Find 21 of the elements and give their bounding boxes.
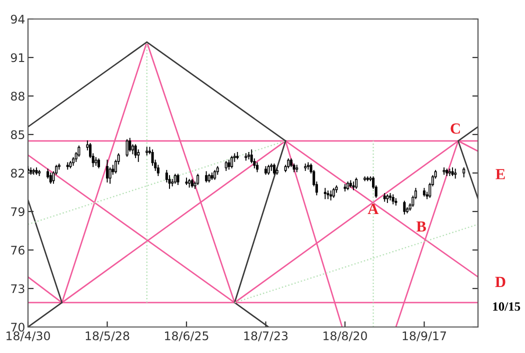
annotation: A [368,204,379,214]
y-tick-label: 88 [11,92,24,101]
x-tick-label: 18/4/30 [6,331,50,342]
x-tick-label: 18/6/25 [165,331,208,342]
text: 10/15 [493,302,520,311]
text: E [496,169,505,180]
x-tick-label: 18/8/20 [324,331,367,342]
x-tick-label: 18/7/23 [244,331,288,342]
x-tick-label: 18/5/28 [86,331,130,342]
x-tick-label: 18/9/17 [402,331,446,342]
text: D [495,276,506,287]
y-tick-label: 73 [11,284,24,294]
y-tick-label: 79 [11,207,24,216]
annotation: C [450,123,460,134]
y-tick-label: 70 [11,322,24,332]
y-tick-label: 94 [10,14,25,24]
annotation: B [416,221,426,232]
y-tick-label: 76 [11,246,24,255]
y-tick-label: 82 [11,168,24,178]
y-tick-label: 85 [11,130,24,140]
y-tick-label: 91 [10,53,24,62]
